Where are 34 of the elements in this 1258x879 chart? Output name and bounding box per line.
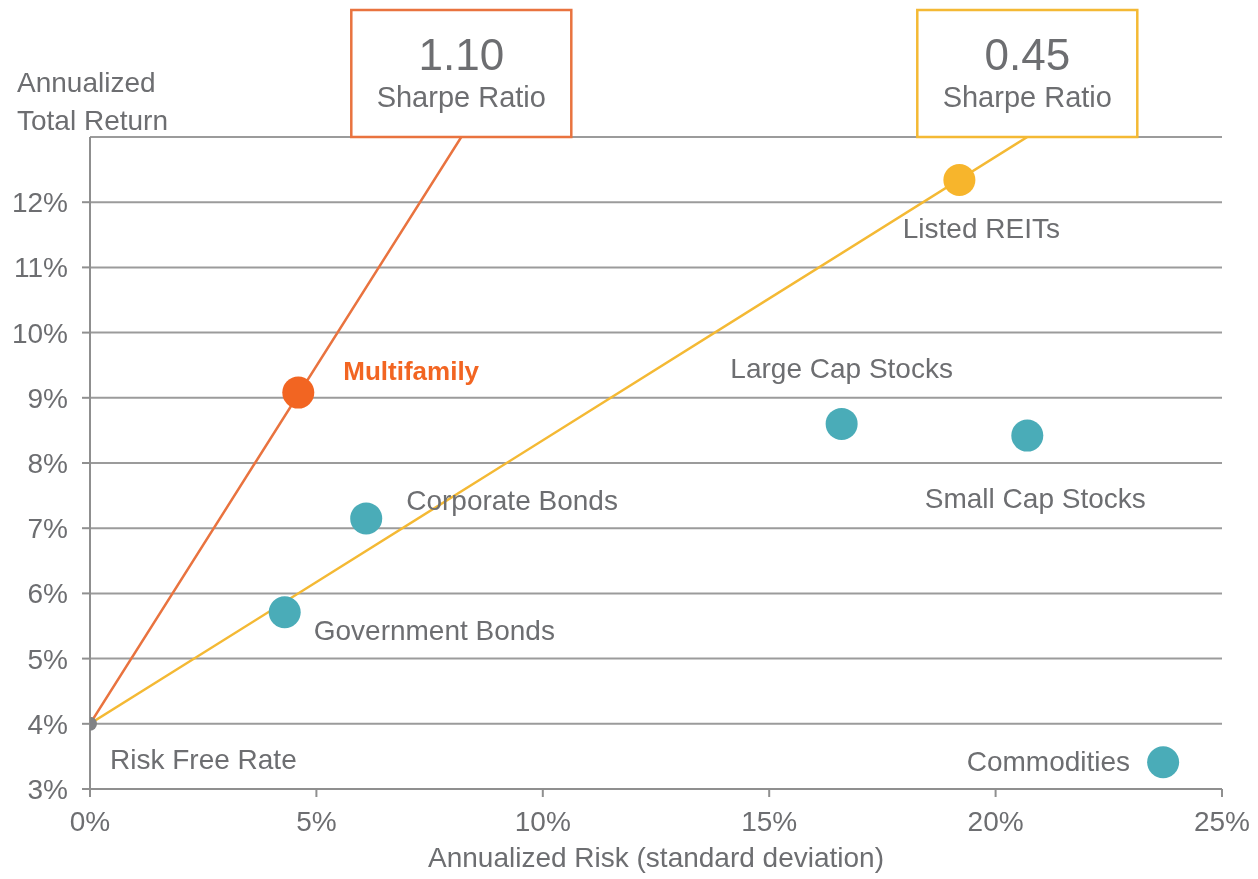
y-tick-label: 4% [27,708,68,740]
annotation: 1.10 Sharpe Ratio [376,30,546,113]
point [1011,419,1044,452]
annotation: Large Cap Stocks [730,352,953,384]
annotation: Multifamily [343,355,480,386]
x-tick-label: 15% [741,805,798,837]
y-tick-label: 9% [27,382,68,414]
y-tick-label: 8% [27,447,68,479]
y-tick-label: 10% [11,317,68,349]
x-tick-label: 10% [514,805,571,837]
y-axis-title: Annualized Total Return [17,67,168,136]
point [350,502,383,535]
y-tick-label: 3% [27,773,68,805]
annotation: Small Cap Stocks [924,482,1146,514]
y-tick-label: 11% [14,252,68,284]
annotation: Government Bonds [313,615,555,647]
x-tick-label: 25% [1193,805,1251,837]
point [268,596,301,629]
y-tick-label: 6% [27,578,68,610]
y-tick-label: 12% [11,187,68,219]
annotation: Commodities [966,746,1131,778]
point [1147,746,1180,779]
x-axis-title: Annualized Risk (standard deviation) [427,842,885,873]
y-tick-label: 5% [27,643,68,675]
point [282,376,315,409]
annotation: Listed REITs [902,213,1060,245]
point [943,164,976,197]
x-tick-label: 5% [296,805,337,837]
x-tick-label: 0% [69,805,111,837]
y-tick-label: 7% [27,513,68,545]
point [825,407,858,440]
x-tick-label: 20% [967,805,1024,837]
annotation: Risk Free Rate [110,743,297,775]
annotation: 0.45 Sharpe Ratio [942,30,1112,113]
